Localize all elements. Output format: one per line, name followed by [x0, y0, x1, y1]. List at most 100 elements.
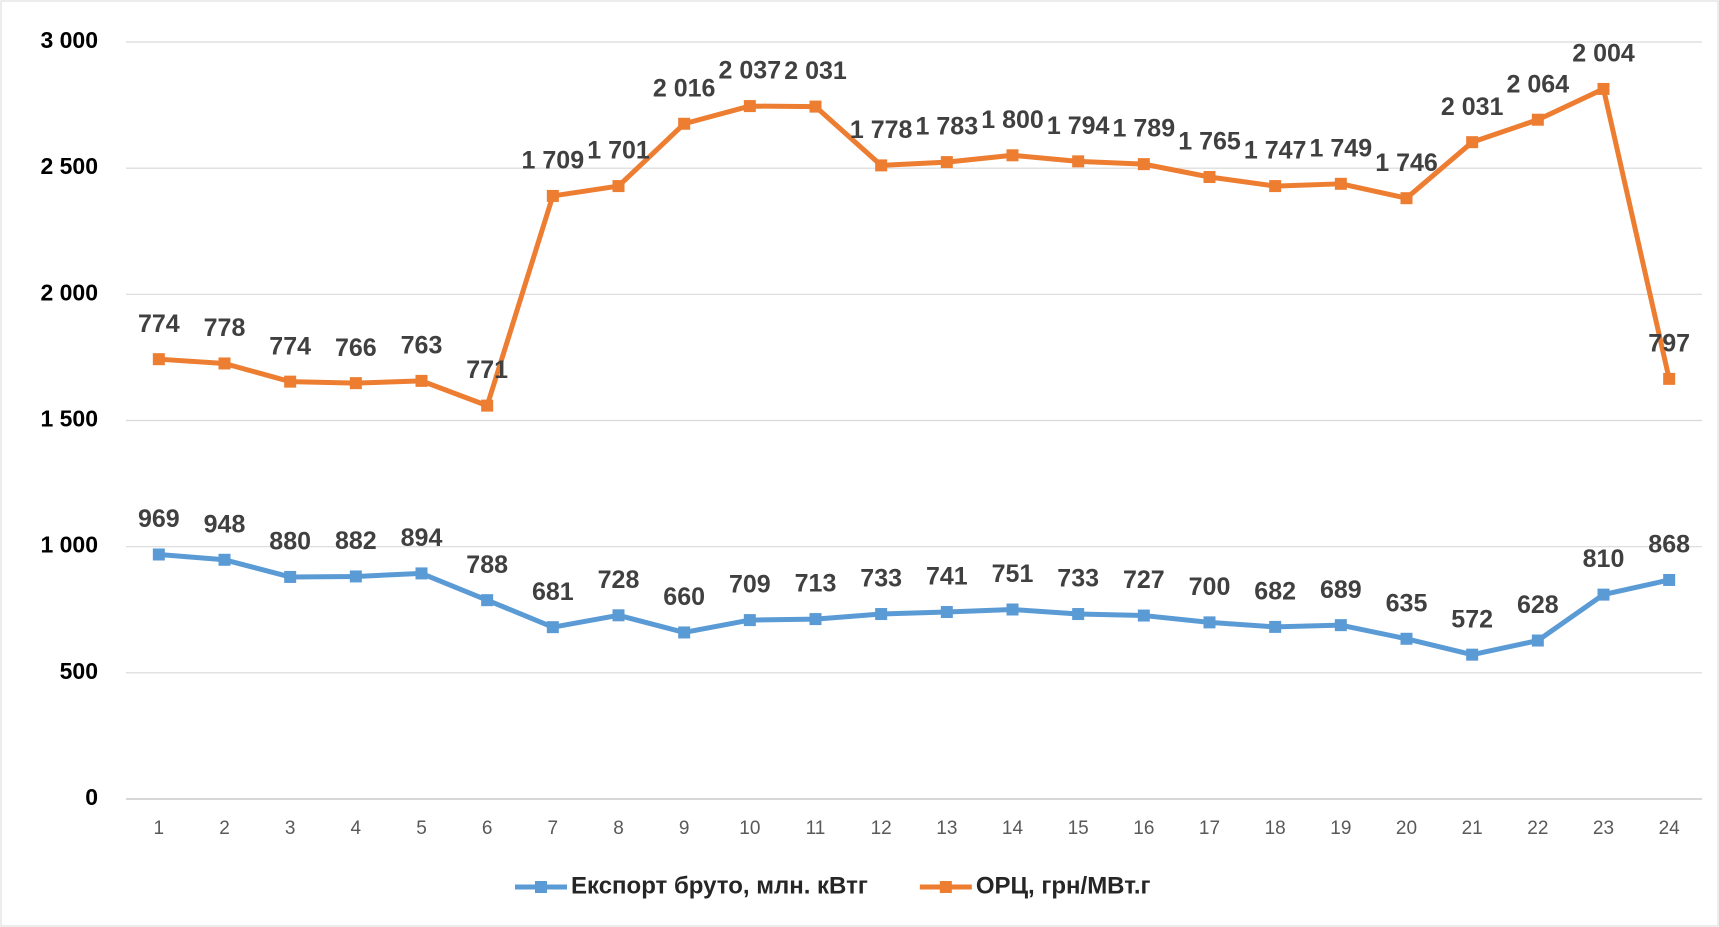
marker — [1597, 82, 1610, 95]
marker — [1072, 608, 1085, 621]
marker — [1400, 192, 1413, 205]
marker — [1531, 634, 1544, 647]
marker — [1663, 372, 1676, 385]
marker — [284, 570, 297, 583]
marker — [1663, 573, 1676, 586]
data-label: 709 — [729, 571, 771, 599]
marker — [612, 609, 625, 622]
x-tick-label: 16 — [1133, 818, 1154, 839]
x-tick-label: 3 — [285, 818, 296, 839]
marker — [415, 374, 428, 387]
marker — [349, 570, 362, 583]
x-tick-label: 13 — [936, 818, 957, 839]
marker — [809, 100, 822, 113]
y-tick-label: 0 — [85, 784, 98, 810]
marker — [1466, 136, 1479, 149]
data-label: 713 — [795, 570, 837, 598]
data-label: 2 064 — [1507, 70, 1570, 98]
data-label: 2 004 — [1572, 40, 1635, 68]
data-label: 700 — [1189, 573, 1231, 601]
marker — [743, 614, 756, 627]
marker — [875, 159, 888, 172]
data-label: 810 — [1583, 545, 1625, 573]
marker — [218, 553, 231, 566]
data-label: 635 — [1386, 589, 1428, 617]
x-tick-label: 22 — [1527, 818, 1548, 839]
legend-marker — [535, 881, 547, 893]
x-tick-label: 23 — [1593, 818, 1614, 839]
data-label: 882 — [335, 527, 377, 555]
data-label: 682 — [1254, 578, 1296, 606]
x-tick-label: 2 — [219, 818, 230, 839]
data-label: 763 — [401, 331, 443, 359]
marker — [218, 357, 231, 370]
y-tick-label: 500 — [60, 658, 98, 684]
data-label: 2 031 — [784, 57, 847, 85]
data-label: 1 789 — [1113, 115, 1176, 143]
marker — [481, 594, 494, 607]
marker — [1203, 170, 1216, 183]
marker — [940, 606, 953, 619]
marker — [1072, 155, 1085, 168]
data-label: 660 — [663, 583, 705, 611]
x-tick-label: 4 — [351, 818, 362, 839]
series-line — [158, 86, 1672, 409]
x-tick-label: 24 — [1659, 818, 1681, 839]
data-label: 2 016 — [653, 74, 716, 102]
x-tick-label: 9 — [679, 818, 690, 839]
data-label: 733 — [860, 565, 902, 593]
data-label: 1 746 — [1375, 149, 1438, 177]
marker — [1137, 609, 1150, 622]
data-label: 868 — [1648, 531, 1690, 559]
x-tick-label: 7 — [548, 818, 559, 839]
legend-marker — [939, 881, 952, 893]
data-label: 1 701 — [587, 137, 650, 165]
x-tick-label: 8 — [613, 818, 624, 839]
x-tick-label: 6 — [482, 818, 493, 839]
y-tick-label: 2 500 — [40, 153, 98, 179]
marker — [1203, 616, 1216, 629]
marker — [1137, 158, 1150, 171]
data-label: 1 709 — [522, 147, 585, 175]
data-label: 766 — [335, 334, 377, 362]
x-tick-label: 17 — [1199, 818, 1220, 839]
data-label: 628 — [1517, 591, 1559, 619]
data-label: 2 037 — [719, 57, 782, 85]
marker — [940, 156, 953, 169]
x-tick-label: 15 — [1068, 818, 1089, 839]
marker — [1269, 180, 1282, 193]
marker — [612, 180, 625, 193]
marker — [1597, 588, 1610, 601]
x-tick-label: 20 — [1396, 818, 1417, 839]
data-label: 894 — [401, 524, 443, 552]
data-label: 741 — [926, 563, 968, 591]
data-label: 1 783 — [916, 113, 979, 141]
marker — [743, 100, 756, 113]
legend-label: ОРЦ, грн/МВт.г — [976, 872, 1151, 899]
data-label: 788 — [466, 551, 508, 579]
data-label: 778 — [204, 314, 246, 342]
data-label: 880 — [269, 528, 311, 556]
marker — [678, 117, 691, 130]
data-label: 948 — [204, 510, 246, 538]
marker — [1466, 648, 1479, 661]
marker — [1400, 632, 1413, 645]
data-label: 969 — [138, 505, 180, 533]
x-tick-label: 12 — [871, 818, 892, 839]
data-label: 2 031 — [1441, 93, 1504, 121]
marker — [1006, 603, 1019, 616]
marker — [1531, 113, 1544, 126]
x-tick-label: 19 — [1330, 818, 1351, 839]
marker — [1006, 149, 1019, 162]
x-tick-label: 21 — [1462, 818, 1483, 839]
data-label: 1 778 — [850, 116, 913, 144]
marker — [1269, 620, 1282, 633]
data-label: 1 747 — [1244, 137, 1307, 165]
y-tick-label: 1 500 — [40, 406, 98, 432]
x-tick-label: 18 — [1265, 818, 1286, 839]
data-label: 1 794 — [1047, 112, 1110, 140]
y-tick-label: 3 000 — [40, 27, 98, 53]
data-label: 774 — [138, 310, 180, 338]
data-label: 1 749 — [1310, 134, 1373, 162]
